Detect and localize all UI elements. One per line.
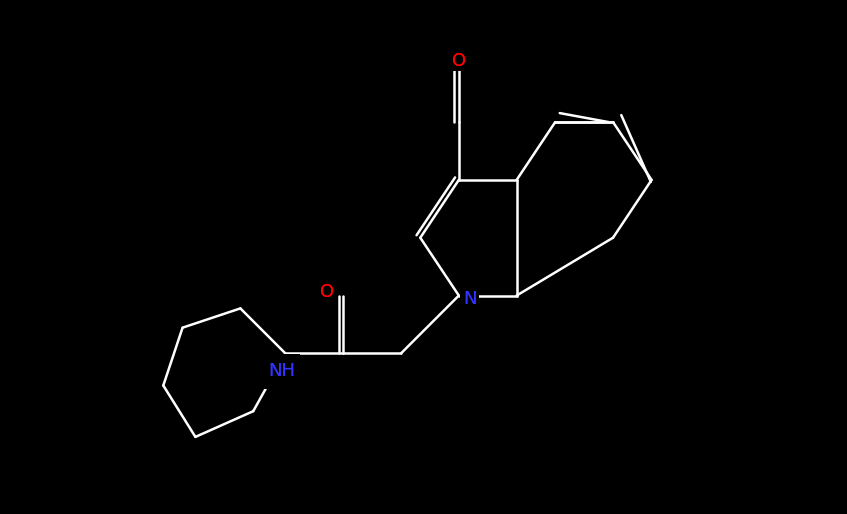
Text: N: N — [463, 290, 477, 308]
Text: NH: NH — [268, 362, 296, 380]
Text: N: N — [463, 290, 477, 308]
Text: O: O — [451, 52, 466, 70]
Text: O: O — [451, 52, 466, 70]
Text: O: O — [320, 283, 335, 301]
FancyBboxPatch shape — [460, 288, 479, 309]
FancyBboxPatch shape — [449, 51, 468, 71]
Text: O: O — [320, 283, 335, 301]
FancyBboxPatch shape — [318, 282, 337, 303]
Text: NH: NH — [268, 362, 296, 380]
FancyBboxPatch shape — [264, 354, 300, 389]
